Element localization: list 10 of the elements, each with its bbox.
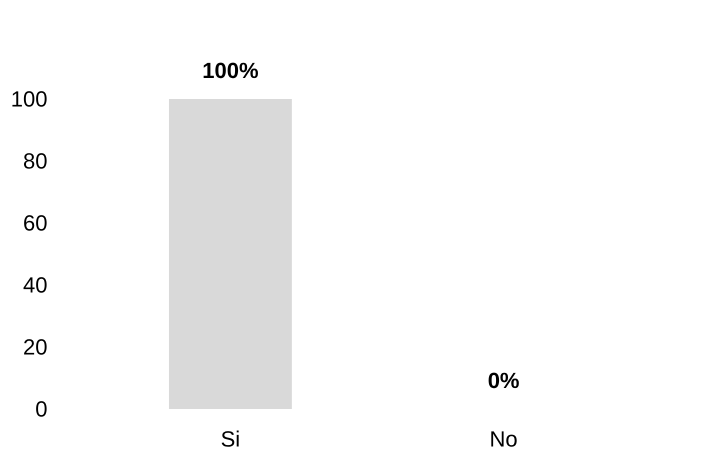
data-label: 0% — [488, 368, 520, 393]
x-tick-label: No — [490, 426, 518, 452]
y-tick-label: 20 — [23, 334, 48, 360]
y-tick-label: 40 — [23, 272, 48, 298]
y-tick-label: 100 — [10, 86, 48, 112]
y-tick-label: 80 — [23, 148, 48, 174]
data-label: 100% — [202, 58, 259, 83]
x-tick-label: Si — [220, 426, 240, 452]
y-tick-label: 60 — [23, 210, 48, 236]
y-tick-label: 0 — [35, 396, 48, 422]
